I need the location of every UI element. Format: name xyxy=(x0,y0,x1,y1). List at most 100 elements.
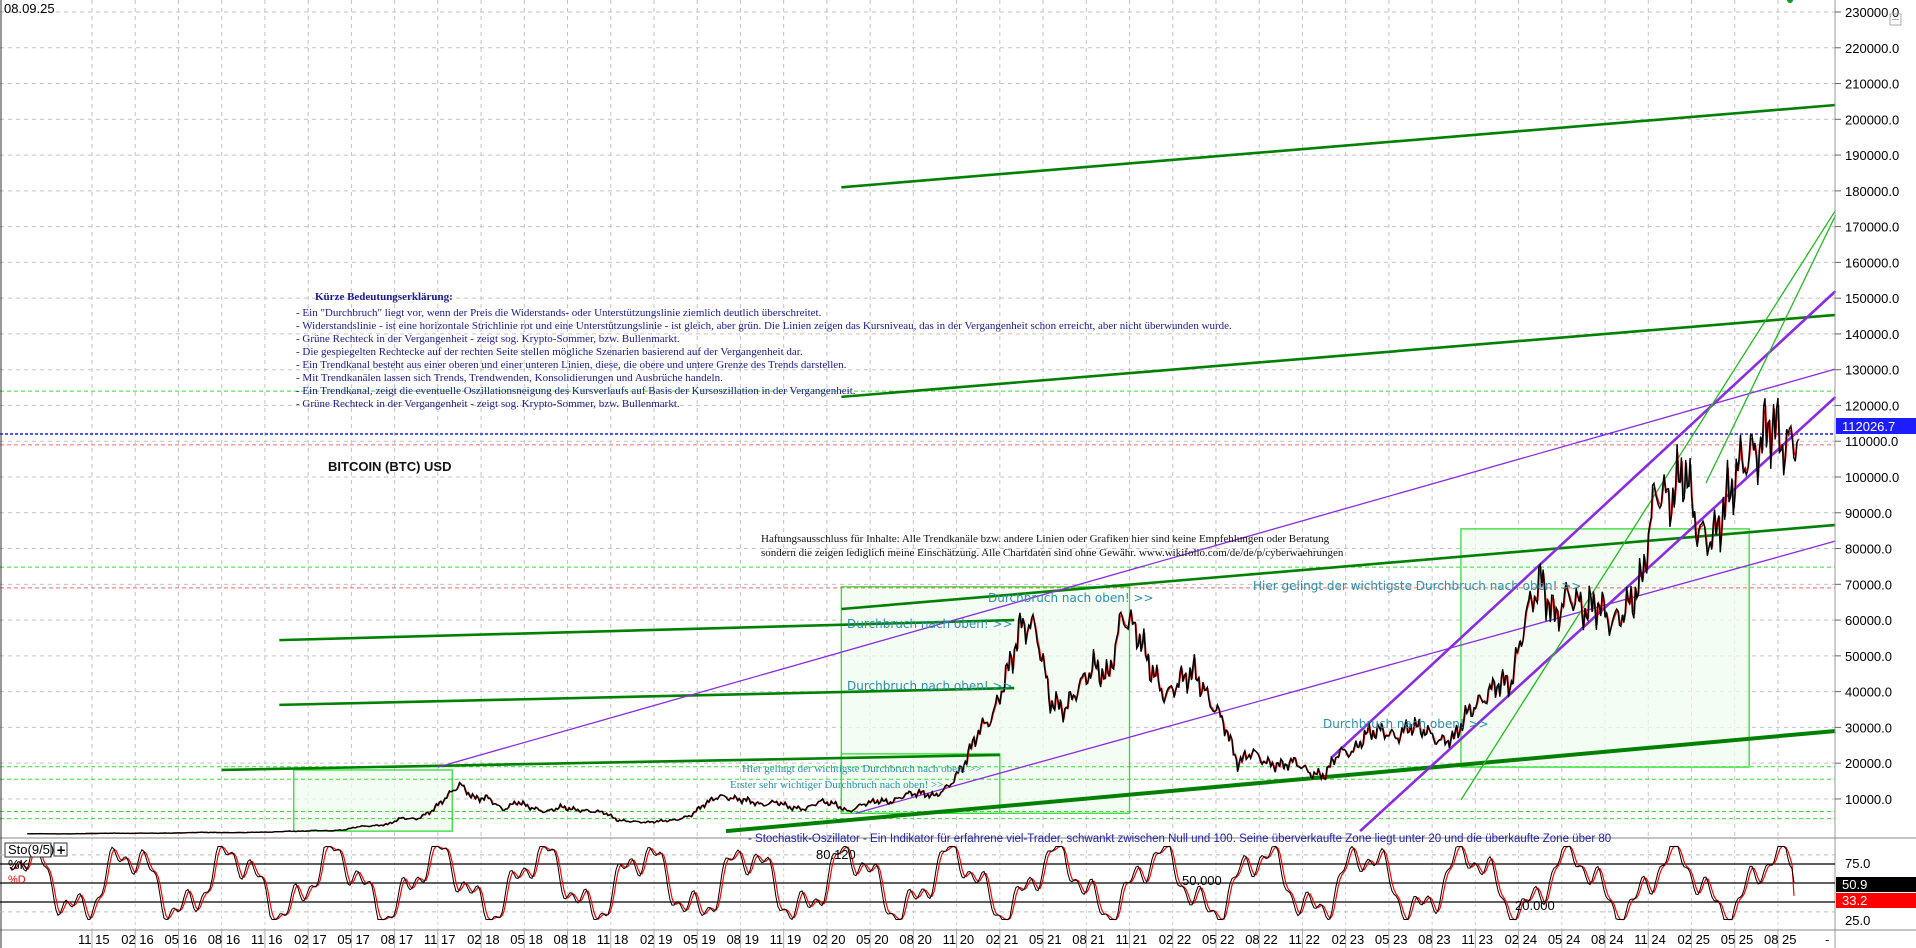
y-tick-label: 190000.0 xyxy=(1845,148,1899,163)
x-tick-label: 08 19 xyxy=(726,932,759,947)
chart-date: 08.09.25 xyxy=(4,1,55,16)
y-tick-label: 10000.0 xyxy=(1845,792,1892,807)
indicator-name-box[interactable] xyxy=(4,842,52,858)
legend-line: - Ein Trendkanal besteht aus einer obere… xyxy=(296,359,847,371)
annotation-breakout: Durchbruch nach oben! >> xyxy=(988,591,1154,605)
y-tick-label: 130000.0 xyxy=(1845,363,1899,378)
y-tick-label: 200000.0 xyxy=(1845,112,1899,127)
trend-line xyxy=(437,368,1836,768)
collapse-icon[interactable] xyxy=(1889,13,1902,26)
indicator-name: Sto(9/5) xyxy=(8,842,54,857)
x-tick-label: 05 19 xyxy=(683,932,716,947)
trend-line xyxy=(1460,209,1837,801)
d-value-box xyxy=(1836,893,1916,908)
y-tick-label: 100000.0 xyxy=(1845,470,1899,485)
y-tick-label: 210000.0 xyxy=(1845,77,1899,92)
x-tick-label: 02 19 xyxy=(640,932,673,947)
y-tick-label: 120000.0 xyxy=(1845,398,1899,413)
stoch-k-line xyxy=(9,845,1795,921)
x-tick-label: 05 20 xyxy=(856,932,889,947)
annotation-main-breakout: Hier gelingt der wichtigste Durchbruch n… xyxy=(1253,579,1581,593)
x-tick-label: 02 18 xyxy=(467,932,500,947)
k-label: %K xyxy=(8,857,29,872)
y-tick-label: 60000.0 xyxy=(1845,613,1892,628)
trend-line xyxy=(841,103,1836,189)
x-tick-label: 05 24 xyxy=(1548,932,1581,947)
x-tick-label: 02 21 xyxy=(986,932,1019,947)
y-tick-label: 220000.0 xyxy=(1845,41,1899,56)
plus-icon: + xyxy=(56,843,66,857)
trend-line xyxy=(1330,290,1837,759)
x-tick-label: 02 16 xyxy=(121,932,154,947)
stoch-axis-25: 25.0 xyxy=(1845,913,1870,928)
level-50-label: 50.000 xyxy=(1182,873,1222,888)
annotation-breakout: Durchbruch nach oben! >> xyxy=(847,617,1013,631)
y-tick-label: 40000.0 xyxy=(1845,685,1892,700)
x-tick-label: 05 21 xyxy=(1029,932,1062,947)
x-tick-label: 08 18 xyxy=(554,932,587,947)
last-price-label: 112026.7 xyxy=(1842,419,1895,434)
x-tick-label: 08 21 xyxy=(1072,932,1105,947)
x-tick-label: 11 24 xyxy=(1634,932,1666,947)
disclaimer-line-1: Haftungsausschluss für Inhalte: Alle Tre… xyxy=(761,533,1330,545)
annotation-breakout-2020: Hier gelingt der wichtigste Durchbruch n… xyxy=(742,763,981,775)
annotation-first-breakout: Erster sehr wichtiger Durchbruch nach ob… xyxy=(730,779,943,791)
x-tick-label: 05 25 xyxy=(1721,932,1754,947)
y-tick-label: 70000.0 xyxy=(1845,577,1892,592)
date-axis[interactable]: 11 15 02 16 05 16 08 16 11 16 02 17 05 17 08 17… xyxy=(78,930,1797,948)
x-tick-label: 08 24 xyxy=(1591,932,1624,947)
x-tick-label: 02 25 xyxy=(1678,932,1711,947)
x-tick-label: 11 15 xyxy=(78,932,110,947)
x-tick-label: 02 22 xyxy=(1159,932,1192,947)
y-tick-label: 20000.0 xyxy=(1845,756,1892,771)
x-tick-label: 05 17 xyxy=(337,932,370,947)
x-tick-label: 02 23 xyxy=(1332,932,1365,947)
legend-line: - Widerstandslinie - ist eine horizontal… xyxy=(296,320,1232,332)
trend-line xyxy=(725,728,1836,834)
y-tick-label: 160000.0 xyxy=(1845,255,1899,270)
x-tick-label: 11 21 xyxy=(1116,932,1148,947)
k-value: 50.9 xyxy=(1842,877,1867,892)
x-tick-label: 08 16 xyxy=(208,932,241,947)
trend-line xyxy=(279,686,1015,707)
x-tick-label: 05 22 xyxy=(1202,932,1235,947)
price-line xyxy=(27,397,1799,835)
annotation-breakout: Durchbruch nach oben! >> xyxy=(1323,717,1489,731)
trend-line xyxy=(221,753,1000,772)
trend-line xyxy=(279,618,1015,642)
trend-line xyxy=(841,523,1836,611)
x-tick-label: 08 25 xyxy=(1764,932,1797,947)
x-tick-label: 05 23 xyxy=(1375,932,1408,947)
x-tick-label: 08 20 xyxy=(899,932,932,947)
y-tick-label: 80000.0 xyxy=(1845,542,1892,557)
x-tick-label: 08 23 xyxy=(1418,932,1451,947)
stoch-d-line xyxy=(9,845,1795,921)
level-80-label: 80.120 xyxy=(816,847,856,862)
status-dot-icon xyxy=(1787,0,1793,3)
bull-market-zone xyxy=(1460,528,1750,768)
x-tick-label: 02 24 xyxy=(1505,932,1538,947)
price-axis[interactable]: 230000.0 220000.0 210000.0 200000.0 190000.0… xyxy=(1835,5,1899,807)
last-price-box xyxy=(1836,418,1916,434)
x-tick-label: 11 22 xyxy=(1288,932,1320,947)
stochastic-panel xyxy=(0,845,1835,921)
legend-title: Kürze Bedeutungserklärung: xyxy=(315,291,453,303)
y-tick-label: 90000.0 xyxy=(1845,506,1892,521)
trend-line xyxy=(855,540,1836,814)
chart-title: BITCOIN (BTC) USD xyxy=(328,459,452,474)
legend-line: - Ein Trendkanal, zeigt die eventuelle O… xyxy=(296,385,856,397)
legend-line: - Mit Trendkanälen lassen sich Trends, T… xyxy=(296,372,723,384)
add-indicator-button[interactable] xyxy=(53,842,68,857)
k-value-box xyxy=(1836,877,1916,892)
x-tick-label: 08 17 xyxy=(381,932,414,947)
disclaimer-line-2: sondern die zeigen lediglich meine Einsc… xyxy=(761,547,1344,559)
stoch-axis-75: 75.0 xyxy=(1845,856,1870,871)
zones xyxy=(293,528,1750,832)
bull-market-zone xyxy=(293,769,453,832)
level-20-label: 20.000 xyxy=(1515,898,1555,913)
d-label: %D xyxy=(8,874,26,886)
y-tick-label: 150000.0 xyxy=(1845,291,1899,306)
x-tick-label: 02 20 xyxy=(813,932,846,947)
y-tick-label: 50000.0 xyxy=(1845,649,1892,664)
